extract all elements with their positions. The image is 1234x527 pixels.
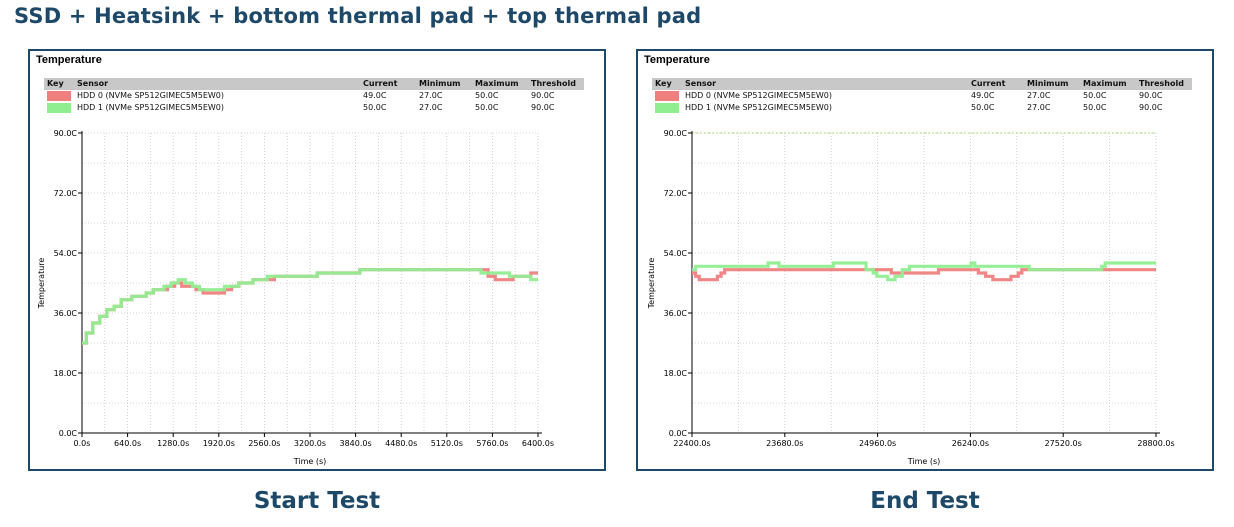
legend-header-threshold: Threshold (528, 78, 584, 90)
y-tick-label: 72.0C (664, 189, 688, 198)
legend-row-hdd1: HDD 1 (NVMe SP512GIMEC5M5EW0) 50.0C 27.0… (652, 102, 1192, 114)
legend-minimum-hdd0: 27.0C (1027, 91, 1051, 100)
y-tick-label: 90.0C (664, 129, 688, 138)
temperature-panel-end: Temperature Key Sensor Current Minimum M… (636, 49, 1214, 471)
x-tick-label: 1280.0s (157, 439, 189, 448)
legend-header-maximum: Maximum (1080, 78, 1136, 90)
legend-sensor-hdd0: HDD 0 (NVMe SP512GIMEC5M5EW0) (77, 91, 224, 100)
grid (81, 132, 539, 434)
y-tick-label: 72.0C (54, 189, 78, 198)
x-tick-label: 22400.0s (673, 439, 710, 448)
x-tick-label: 4480.0s (385, 439, 417, 448)
panel-title: Temperature (36, 54, 102, 66)
legend-header-row: Key Sensor Current Minimum Maximum Thres… (652, 78, 1192, 90)
panel-title: Temperature (644, 54, 710, 66)
temperature-chart-start: 0.0C 18.0C 36.0C 54.0C 72.0C 90.0C 0.0s 640.0s 1… (37, 129, 554, 466)
legend-header-current: Current (968, 78, 1024, 90)
y-tick-label: 54.0C (664, 249, 688, 258)
x-tick-label: 27520.0s (1045, 439, 1082, 448)
legend-header-sensor: Sensor (682, 78, 968, 90)
x-tick-label: 5120.0s (431, 439, 463, 448)
legend-current-hdd0: 49.0C (363, 91, 387, 100)
legend-header-minimum: Minimum (416, 78, 472, 90)
legend-swatch-hdd0 (47, 90, 71, 101)
x-tick-label: 26240.0s (952, 439, 989, 448)
x-axis-title: Time (s) (907, 457, 941, 466)
legend-current-hdd1: 50.0C (363, 103, 387, 112)
x-tick-label: 0.0s (74, 439, 91, 448)
legend-swatch-hdd1 (655, 102, 679, 113)
legend-header-key: Key (44, 78, 74, 90)
legend-header-minimum: Minimum (1024, 78, 1080, 90)
temperature-panel-start: Temperature Key Sensor Current Minimum M… (28, 49, 606, 471)
x-tick-label: 5760.0s (476, 439, 508, 448)
legend-header-key: Key (652, 78, 682, 90)
legend-minimum-hdd0: 27.0C (419, 91, 443, 100)
y-tick-label: 36.0C (54, 309, 78, 318)
x-tick-label: 3200.0s (294, 439, 326, 448)
legend-header-maximum: Maximum (472, 78, 528, 90)
legend-current-hdd0: 49.0C (971, 91, 995, 100)
legend-header-threshold: Threshold (1136, 78, 1192, 90)
legend-swatch-hdd1 (47, 102, 71, 113)
legend-threshold-hdd1: 90.0C (531, 103, 555, 112)
legend-header-current: Current (360, 78, 416, 90)
temperature-chart-end: 0.0C 18.0C 36.0C 54.0C 72.0C 90.0C 22400.0s 236… (647, 129, 1175, 466)
legend-maximum-hdd1: 50.0C (475, 103, 499, 112)
legend-maximum-hdd0: 50.0C (475, 91, 499, 100)
x-tick-label: 1920.0s (203, 439, 235, 448)
legend-row-hdd0: HDD 0 (NVMe SP512GIMEC5M5EW0) 49.0C 27.0… (652, 90, 1192, 102)
legend-current-hdd1: 50.0C (971, 103, 995, 112)
page-heading: SSD + Heatsink + bottom thermal pad + to… (14, 4, 702, 28)
series-line-hdd1 (692, 261, 1156, 282)
legend-row-hdd0: HDD 0 (NVMe SP512GIMEC5M5EW0) 49.0C 27.0… (44, 90, 584, 102)
y-tick-label: 18.0C (664, 369, 688, 378)
legend-sensor-hdd1: HDD 1 (NVMe SP512GIMEC5M5EW0) (77, 103, 224, 112)
y-axis-title: Temperature (37, 258, 46, 310)
y-tick-label: 0.0C (59, 429, 78, 438)
x-tick-label: 3840.0s (340, 439, 372, 448)
legend-sensor-hdd0: HDD 0 (NVMe SP512GIMEC5M5EW0) (685, 91, 832, 100)
legend-threshold-hdd1: 90.0C (1139, 103, 1163, 112)
legend-threshold-hdd0: 90.0C (531, 91, 555, 100)
y-tick-label: 36.0C (664, 309, 688, 318)
y-tick-label: 18.0C (54, 369, 78, 378)
y-tick-label: 0.0C (669, 429, 688, 438)
legend-header-sensor: Sensor (74, 78, 360, 90)
legend-threshold-hdd0: 90.0C (1139, 91, 1163, 100)
x-tick-label: 28800.0s (1137, 439, 1174, 448)
caption-end-test: End Test (870, 488, 980, 514)
sensor-legend-table: Key Sensor Current Minimum Maximum Thres… (652, 78, 1192, 114)
series-line-hdd1 (82, 268, 538, 345)
x-tick-label: 23680.0s (766, 439, 803, 448)
legend-minimum-hdd1: 27.0C (1027, 103, 1051, 112)
y-tick-label: 54.0C (54, 249, 78, 258)
y-axis-title: Temperature (647, 258, 656, 310)
legend-sensor-hdd1: HDD 1 (NVMe SP512GIMEC5M5EW0) (685, 103, 832, 112)
series-line-hdd0 (692, 268, 1156, 282)
x-tick-label: 640.0s (114, 439, 141, 448)
legend-swatch-hdd0 (655, 90, 679, 101)
y-tick-label: 90.0C (54, 129, 78, 138)
legend-maximum-hdd0: 50.0C (1083, 91, 1107, 100)
x-tick-label: 2560.0s (248, 439, 280, 448)
x-tick-label: 24960.0s (859, 439, 896, 448)
legend-header-row: Key Sensor Current Minimum Maximum Thres… (44, 78, 584, 90)
x-tick-label: 6400.0s (522, 439, 554, 448)
x-axis-title: Time (s) (293, 457, 327, 466)
sensor-legend-table: Key Sensor Current Minimum Maximum Thres… (44, 78, 584, 114)
legend-minimum-hdd1: 27.0C (419, 103, 443, 112)
grid (691, 132, 1157, 434)
caption-start-test: Start Test (253, 488, 381, 514)
legend-row-hdd1: HDD 1 (NVMe SP512GIMEC5M5EW0) 50.0C 27.0… (44, 102, 584, 114)
legend-maximum-hdd1: 50.0C (1083, 103, 1107, 112)
